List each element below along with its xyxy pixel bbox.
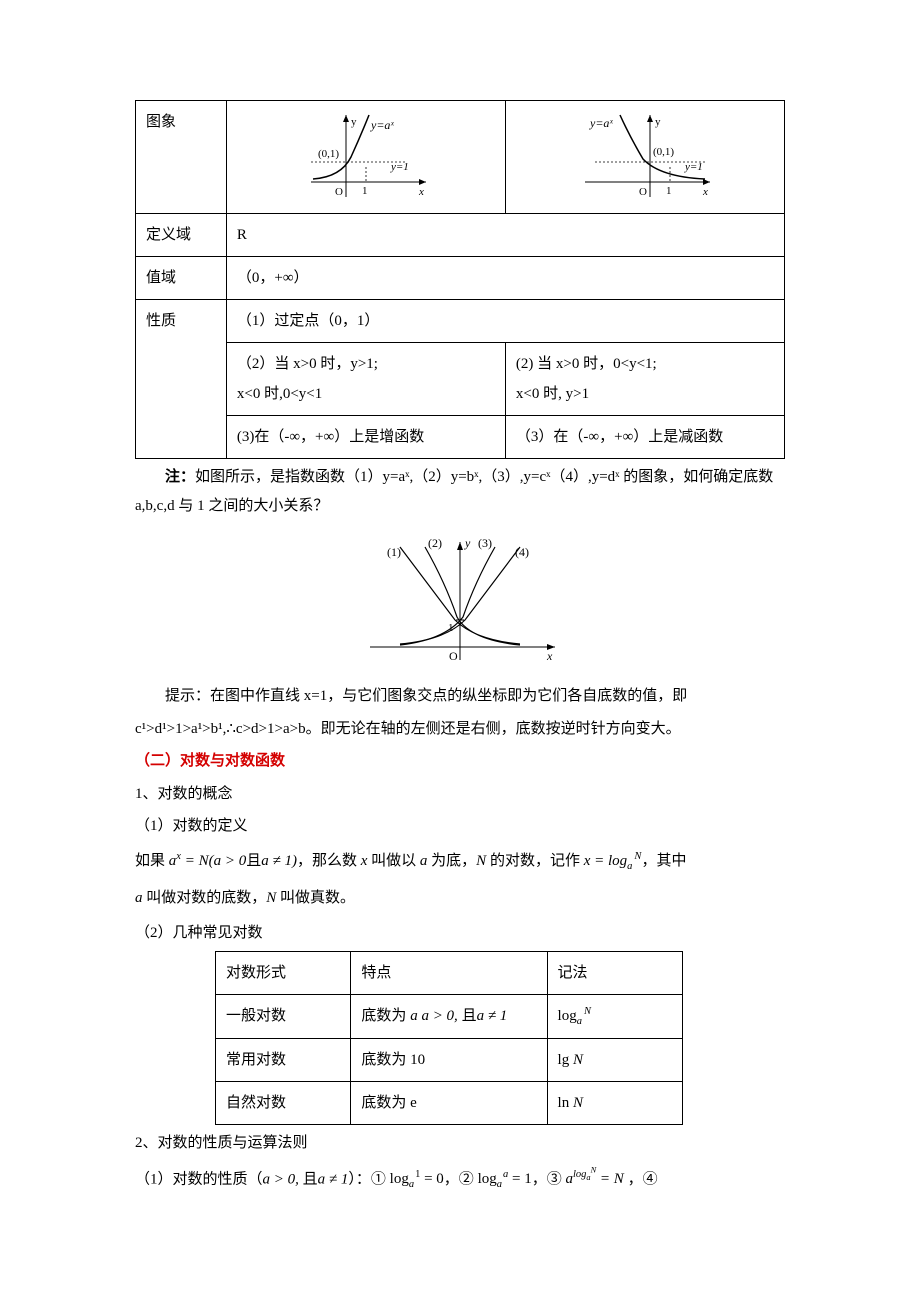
exp-function-table: 图象 y x O 1 (0,1) y=1 y=aˣ <box>135 100 785 459</box>
note-prefix: 注： <box>165 469 195 485</box>
logtbl-r1c2: 底数为 a a > 0, 且a ≠ 1 <box>351 995 547 1039</box>
prop3-right: （3）在（-∞，+∞）上是减函数 <box>505 416 784 459</box>
logtbl-h1: 对数形式 <box>216 952 351 995</box>
logtbl-r3c1: 自然对数 <box>216 1082 351 1125</box>
prop2-left: （2）当 x>0 时，y>1; x<0 时,0<y<1 <box>226 343 505 416</box>
svg-text:(3): (3) <box>478 536 492 550</box>
logtbl-r3c2: 底数为 e <box>351 1082 547 1125</box>
svg-text:O: O <box>449 649 458 663</box>
prop2-right-b: x<0 时, y>1 <box>516 386 589 402</box>
math-xlog: x = logaN <box>584 853 642 869</box>
logtbl-r1c1: 一般对数 <box>216 995 351 1039</box>
svg-text:1: 1 <box>448 622 454 634</box>
svg-text:y: y <box>464 536 471 550</box>
row-domain-value: R <box>226 214 784 257</box>
svg-text:(1): (1) <box>387 545 401 559</box>
logtbl-r3c3: ln N <box>547 1082 682 1125</box>
log-definition: 如果 ax = N(a > 0且a ≠ 1)，那么数 x 叫做以 a 为底，N … <box>135 845 785 878</box>
note-para: 注：如图所示，是指数函数（1）y=aˣ,（2）y=bˣ,（3）,y=cˣ（4）,… <box>135 463 785 520</box>
svg-text:(4): (4) <box>515 545 529 559</box>
logtbl-r1c3: logaN <box>547 995 682 1039</box>
svg-text:y=aˣ: y=aˣ <box>370 118 394 132</box>
svg-text:y=1: y=1 <box>390 161 409 173</box>
logtbl-r2c1: 常用对数 <box>216 1039 351 1082</box>
prop2-left-a: （2）当 x>0 时，y>1; <box>237 356 378 372</box>
row-prop-label: 性质 <box>136 300 227 459</box>
log-rules-heading: 2、对数的性质与运算法则 <box>135 1129 785 1158</box>
hint-line2: c¹>d¹>1>a¹>b¹,∴c>d>1>a>b。即无论在轴的左侧还是右侧，底数… <box>135 715 785 744</box>
prop3-left: (3)在（-∞，+∞）上是增函数 <box>226 416 505 459</box>
graph-increasing: y x O 1 (0,1) y=1 y=aˣ <box>226 101 505 214</box>
math-axN: ax = N(a > 0 <box>169 853 246 869</box>
svg-text:1: 1 <box>666 185 672 197</box>
log-definition-2: a 叫做对数的底数，N 叫做真数。 <box>135 882 785 915</box>
row-range-value: （0，+∞） <box>226 257 784 300</box>
svg-text:x: x <box>702 186 708 198</box>
prop2-right-a: (2) 当 x>0 时，0<y<1; <box>516 356 657 372</box>
logtbl-r2c2: 底数为 10 <box>351 1039 547 1082</box>
log-properties: （1）对数的性质（a > 0, 且a ≠ 1）：① loga1 = 0，② lo… <box>135 1162 785 1197</box>
section2-title: （二）对数与对数函数 <box>135 747 785 776</box>
svg-text:(0,1): (0,1) <box>653 146 674 158</box>
svg-text:y: y <box>351 116 357 128</box>
log-types-heading: （2）几种常见对数 <box>135 919 785 948</box>
logtbl-r2c3: lg N <box>547 1039 682 1082</box>
hint-line1: 提示：在图中作直线 x=1，与它们图象交点的纵坐标即为它们各自底数的值，即 <box>135 682 785 711</box>
svg-text:y: y <box>655 116 661 128</box>
row-graph-label: 图象 <box>136 101 227 214</box>
svg-text:O: O <box>335 186 343 198</box>
svg-text:x: x <box>546 649 553 663</box>
log-concept-heading: 1、对数的概念 <box>135 780 785 809</box>
prop-fixed-point: （1）过定点（0，1） <box>226 300 784 343</box>
prop2-left-b: x<0 时,0<y<1 <box>237 386 322 402</box>
row-range-label: 值域 <box>136 257 227 300</box>
svg-text:1: 1 <box>362 185 368 197</box>
log-types-table: 对数形式 特点 记法 一般对数 底数为 a a > 0, 且a ≠ 1 loga… <box>215 951 683 1125</box>
svg-text:y=aˣ: y=aˣ <box>589 116 613 130</box>
svg-text:y=1: y=1 <box>684 161 703 173</box>
logtbl-h3: 记法 <box>547 952 682 995</box>
svg-text:O: O <box>639 186 647 198</box>
graph-decreasing: y x O 1 (0,1) y=1 y=aˣ <box>505 101 784 214</box>
svg-text:(2): (2) <box>428 536 442 550</box>
logtbl-h2: 特点 <box>351 952 547 995</box>
svg-text:x: x <box>418 186 424 198</box>
note-body: 如图所示，是指数函数（1）y=aˣ,（2）y=bˣ,（3）,y=cˣ（4）,y=… <box>135 469 773 514</box>
log-def-heading: （1）对数的定义 <box>135 812 785 841</box>
four-curve-figure: (1) (2) (3) (4) y x O 1 <box>135 532 785 672</box>
svg-text:(0,1): (0,1) <box>318 148 339 160</box>
prop2-right: (2) 当 x>0 时，0<y<1; x<0 时, y>1 <box>505 343 784 416</box>
row-domain-label: 定义域 <box>136 214 227 257</box>
